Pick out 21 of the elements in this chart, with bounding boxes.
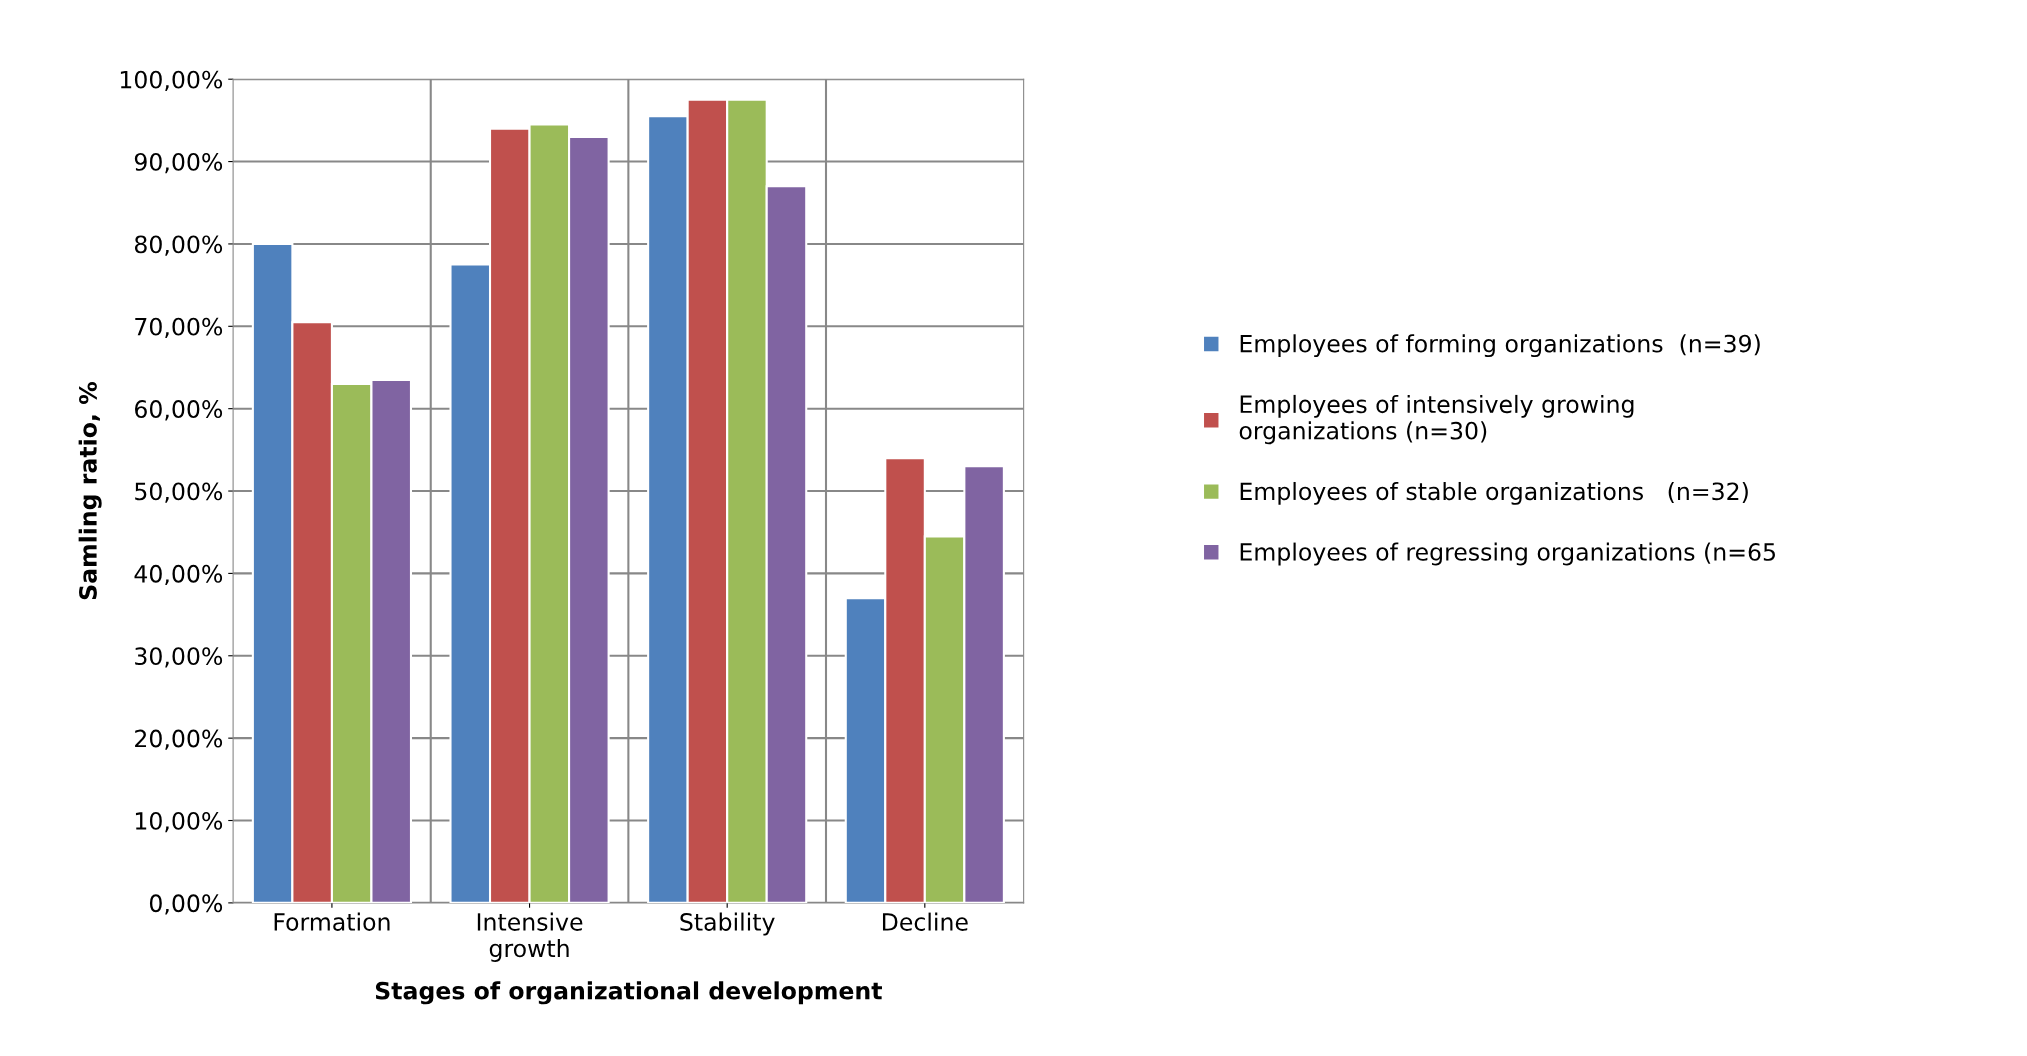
x-tick-label: Formation: [274, 912, 390, 931]
y-tick-label: 30,00%: [135, 647, 223, 668]
legend-label: Employees of intensively growing organizations (n=30): [1239, 394, 1634, 445]
x-tick-label: Decline: [882, 912, 968, 931]
y-tick-label: 100,00%: [120, 70, 223, 91]
y-tick-label: 80,00%: [134, 235, 223, 256]
y-tick-label: 90,00%: [134, 153, 223, 174]
x-tick-label: Stability: [680, 912, 775, 936]
legend-label: Employees of regressing organizations (n=65: [1240, 542, 1775, 566]
y-tick-label: 0,00%: [149, 894, 223, 915]
y-tick-label: 10,00%: [135, 811, 223, 833]
legend-label: Employees of forming organizations (n=39): [1240, 334, 1760, 358]
y-tick-label: 50,00%: [135, 482, 223, 503]
legend-label: Employees of stable organizations (n=32): [1240, 481, 1748, 505]
y-tick-label: 40,00%: [134, 564, 223, 586]
y-tick-label: 70,00%: [135, 317, 223, 339]
y-tick-label: 60,00%: [135, 400, 223, 421]
x-tick-label: Intensive growth: [477, 912, 583, 962]
y-tick-label: 20,00%: [135, 729, 223, 750]
y-axis-title: Samling ratio, %: [78, 381, 102, 600]
x-axis-title: Stages of organizational development: [375, 981, 882, 1005]
